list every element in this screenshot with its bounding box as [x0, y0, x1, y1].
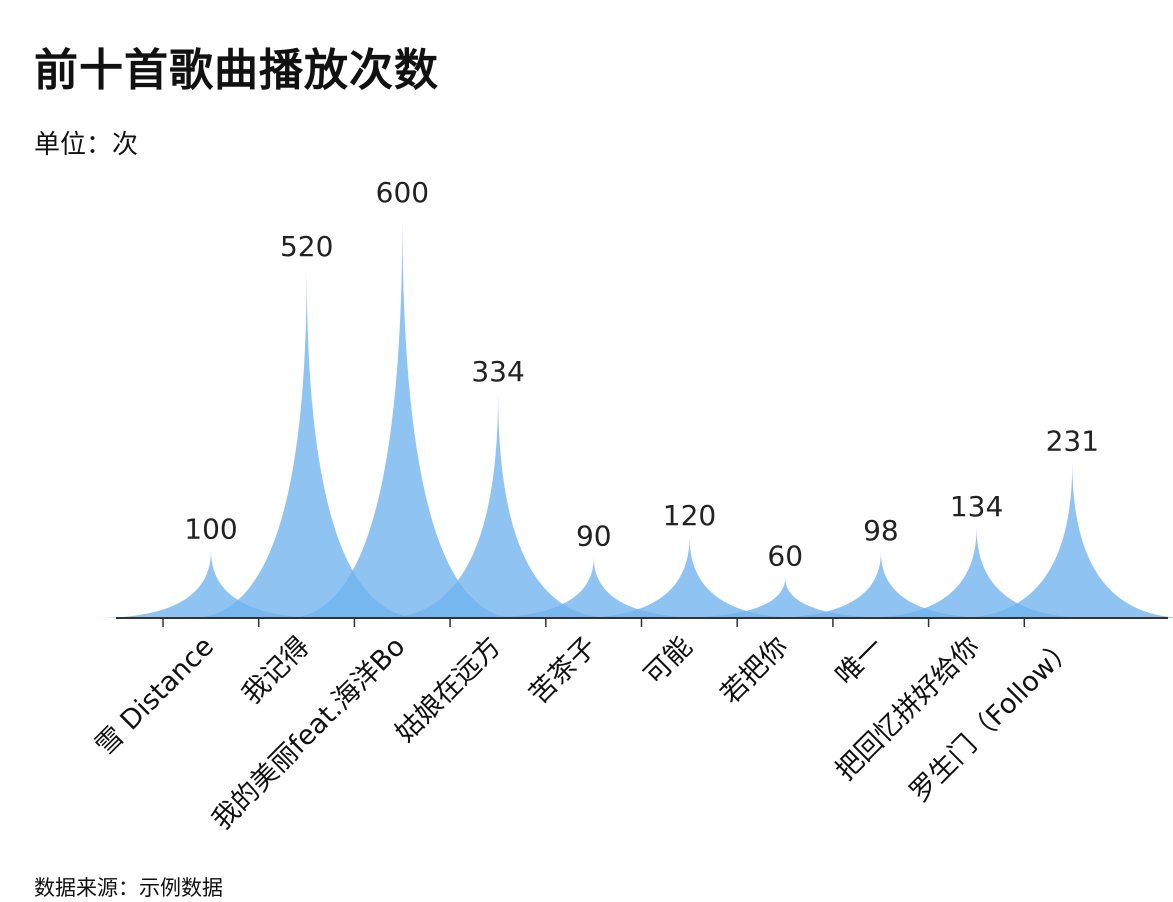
value-label: 520	[280, 230, 333, 263]
value-label: 120	[663, 499, 716, 532]
peak-mark	[383, 393, 614, 618]
peak-mark	[96, 550, 326, 618]
category-label: 可能	[638, 631, 698, 691]
value-label: 134	[950, 490, 1003, 523]
unit-subtitle: 单位：次	[34, 130, 139, 160]
peak-mark	[861, 527, 1092, 618]
category-label: 苦茶子	[524, 631, 603, 710]
x-axis	[116, 617, 1168, 627]
category-label: 若把你	[715, 631, 794, 710]
data-source-note: 数据来源：示例数据	[34, 876, 223, 900]
peak-mark	[478, 557, 709, 618]
peak-mark	[765, 552, 996, 618]
peaks-layer	[96, 214, 1173, 618]
value-label: 231	[1046, 424, 1099, 457]
value-label: 90	[576, 519, 612, 552]
value-label: 100	[184, 513, 237, 546]
value-label: 334	[471, 355, 524, 388]
category-label: 唯一	[830, 631, 890, 691]
value-label: 600	[376, 176, 429, 209]
value-label: 98	[863, 514, 899, 547]
category-label: 罗生门（Follow）	[904, 631, 1081, 808]
category-label: 我记得	[236, 631, 315, 710]
category-labels: 雪 Distance 我记得我的美丽feat.海洋Bo姑娘在远方 苦茶子 可能 若把你唯…	[89, 631, 1081, 836]
peak-mark	[670, 577, 901, 618]
peak-mark	[287, 214, 518, 618]
peak-mark	[957, 462, 1173, 618]
value-label: 60	[767, 540, 803, 573]
peak-mark	[191, 267, 422, 618]
peak-mark	[574, 537, 805, 618]
chart-title: 前十首歌曲播放次数	[34, 45, 439, 96]
category-label: 我的美丽feat.海洋Bo	[206, 631, 411, 836]
category-label: 雪 Distance	[89, 631, 220, 762]
category-label: 姑娘在远方	[390, 631, 507, 748]
value-labels: 100 520 600 334 90 120 60 98 134 231	[184, 176, 1099, 573]
